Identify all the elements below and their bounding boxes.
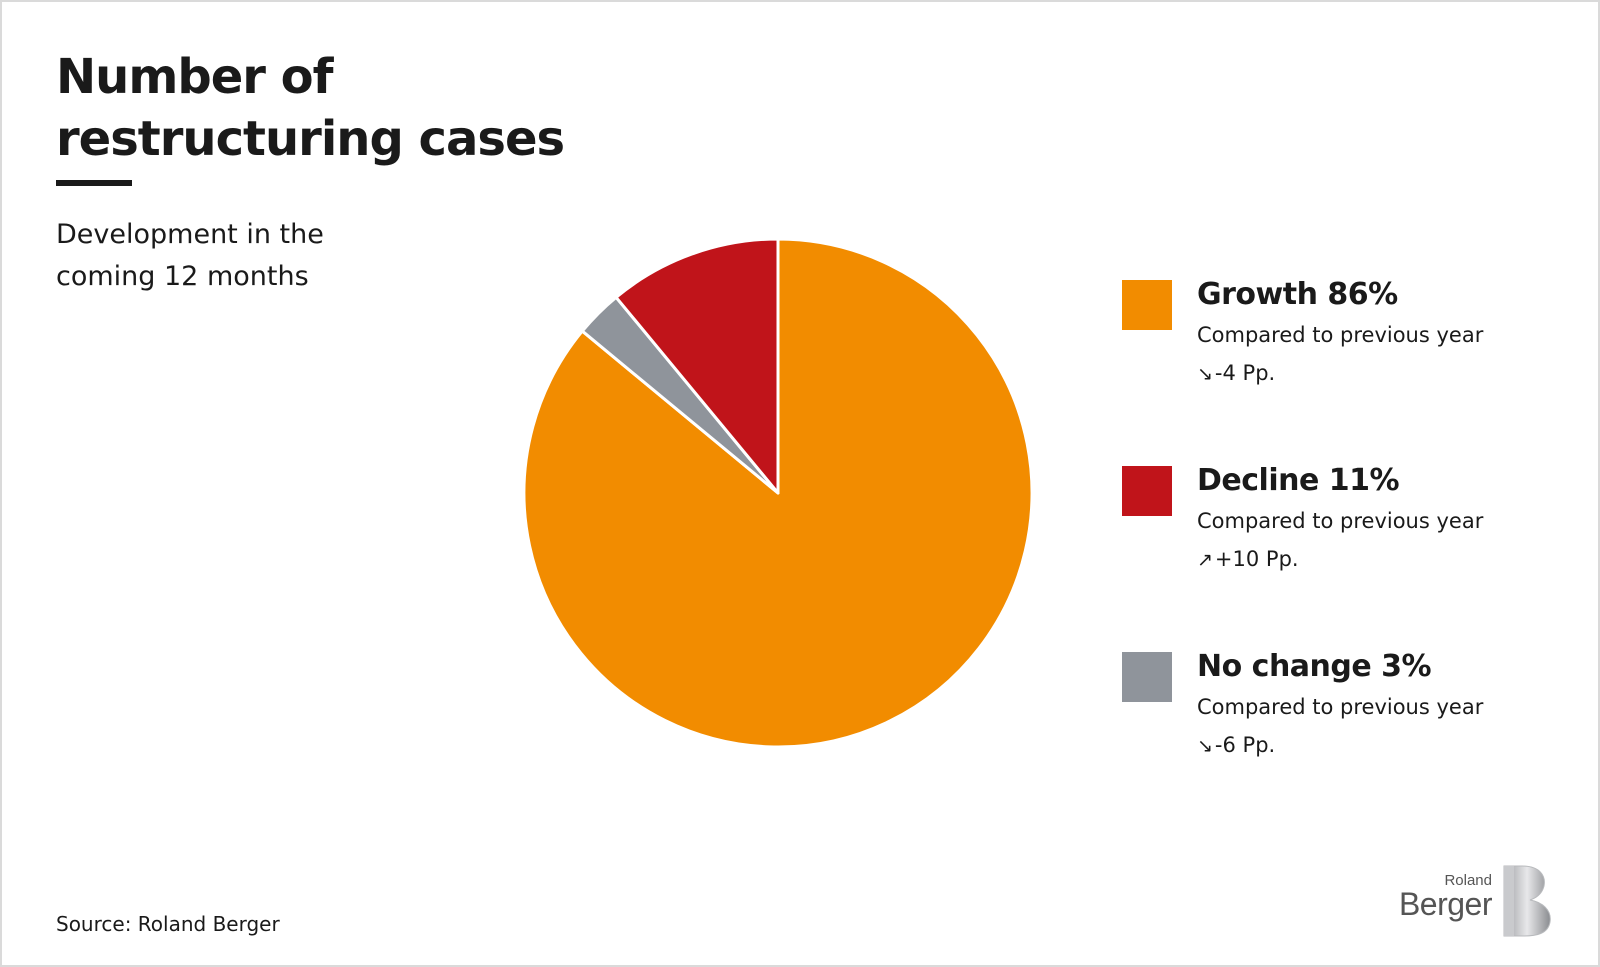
logo-b-mark-icon bbox=[1503, 865, 1551, 937]
pie-slice-decline bbox=[614, 237, 780, 495]
legend-swatch-decline bbox=[1122, 466, 1172, 516]
legend-compare-no-change: Compared to previous year bbox=[1197, 695, 1484, 719]
legend-delta-value: +10 Pp. bbox=[1214, 547, 1299, 571]
legend-delta-value: -6 Pp. bbox=[1214, 733, 1276, 757]
legend-delta-decline: ↗+10 Pp. bbox=[1197, 544, 1577, 575]
roland-berger-logo: Roland Berger bbox=[1394, 864, 1554, 944]
legend-title-growth: Growth 86% bbox=[1197, 277, 1398, 312]
arrow-down-right-icon: ↘ bbox=[1197, 363, 1213, 385]
arrow-up-right-icon: ↗ bbox=[1197, 549, 1213, 571]
legend-compare-growth: Compared to previous year bbox=[1197, 323, 1484, 347]
legend-swatch-growth bbox=[1122, 280, 1172, 330]
arrow-down-right-icon: ↘ bbox=[1197, 735, 1213, 757]
legend-compare-decline: Compared to previous year bbox=[1197, 509, 1484, 533]
legend-delta-growth: ↘-4 Pp. bbox=[1197, 358, 1577, 389]
legend-swatch-no-change bbox=[1122, 652, 1172, 702]
chart-title: Number of restructuring cases bbox=[56, 49, 565, 167]
legend-delta-value: -4 Pp. bbox=[1214, 361, 1276, 385]
chart-subtitle: Development in the coming 12 months bbox=[56, 219, 324, 292]
legend-delta-no-change: ↘-6 Pp. bbox=[1197, 730, 1577, 761]
logo-text-berger: Berger bbox=[1398, 886, 1493, 922]
title-underline bbox=[56, 180, 132, 186]
logo-text-roland: Roland bbox=[1444, 872, 1492, 889]
legend-title-decline: Decline 11% bbox=[1197, 463, 1400, 498]
source-note: Source: Roland Berger bbox=[56, 912, 280, 936]
legend-title-no-change: No change 3% bbox=[1197, 649, 1432, 684]
